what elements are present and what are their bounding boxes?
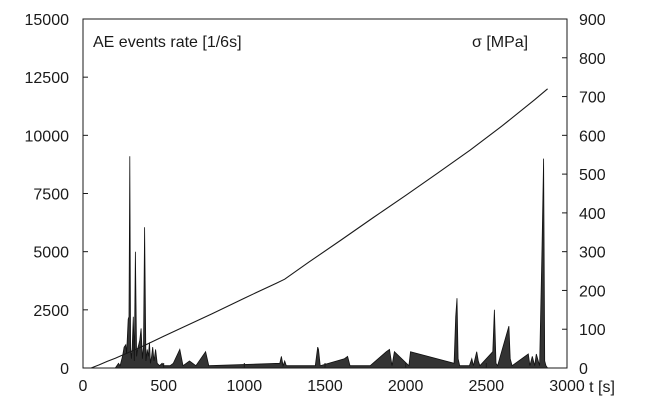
y-right-tick-label: 0	[579, 361, 588, 378]
series-label-stress: σ [MPa]	[472, 34, 528, 51]
stress-line-layer	[90, 88, 548, 369]
x-tick-label: 500	[150, 378, 177, 395]
y-left-tick-label: 5000	[33, 245, 69, 262]
y-left-tick-label: 7500	[33, 187, 69, 204]
ae-rate-area	[114, 156, 549, 369]
y-left-tick-label: 2500	[33, 303, 69, 320]
x-tick-label: 2500	[469, 378, 505, 395]
y-right-tick-label: 100	[579, 322, 606, 339]
x-tick-label: 3000	[549, 378, 585, 395]
y-right-tick-label: 900	[579, 12, 606, 29]
y-right-tick-label: 800	[579, 51, 606, 68]
y-right-tick-label: 300	[579, 245, 606, 262]
series-label-ae-rate: AE events rate [1/6s]	[93, 34, 242, 51]
x-axis-label: t [s]	[589, 379, 615, 396]
y-right-tick-label: 700	[579, 90, 606, 107]
axis-layer: 0 500 1000 1500 2000 2500 30000250050007500100…	[25, 12, 606, 395]
y-right-tick-label: 200	[579, 283, 606, 300]
y-left-tick-label: 0	[60, 361, 69, 378]
x-tick-label: 0	[79, 378, 88, 395]
y-left-tick-label: 15000	[25, 12, 70, 29]
ae-rate-area-layer	[114, 156, 549, 369]
y-left-tick-label: 10000	[25, 128, 70, 145]
stress-line	[90, 88, 548, 369]
x-tick-label: 2000	[388, 378, 424, 395]
y-right-tick-label: 500	[579, 167, 606, 184]
x-tick-label: 1000	[227, 378, 263, 395]
y-right-tick-label: 400	[579, 206, 606, 223]
y-right-tick-label: 600	[579, 128, 606, 145]
x-tick-label: 1500	[307, 378, 343, 395]
y-left-tick-label: 12500	[25, 70, 70, 87]
